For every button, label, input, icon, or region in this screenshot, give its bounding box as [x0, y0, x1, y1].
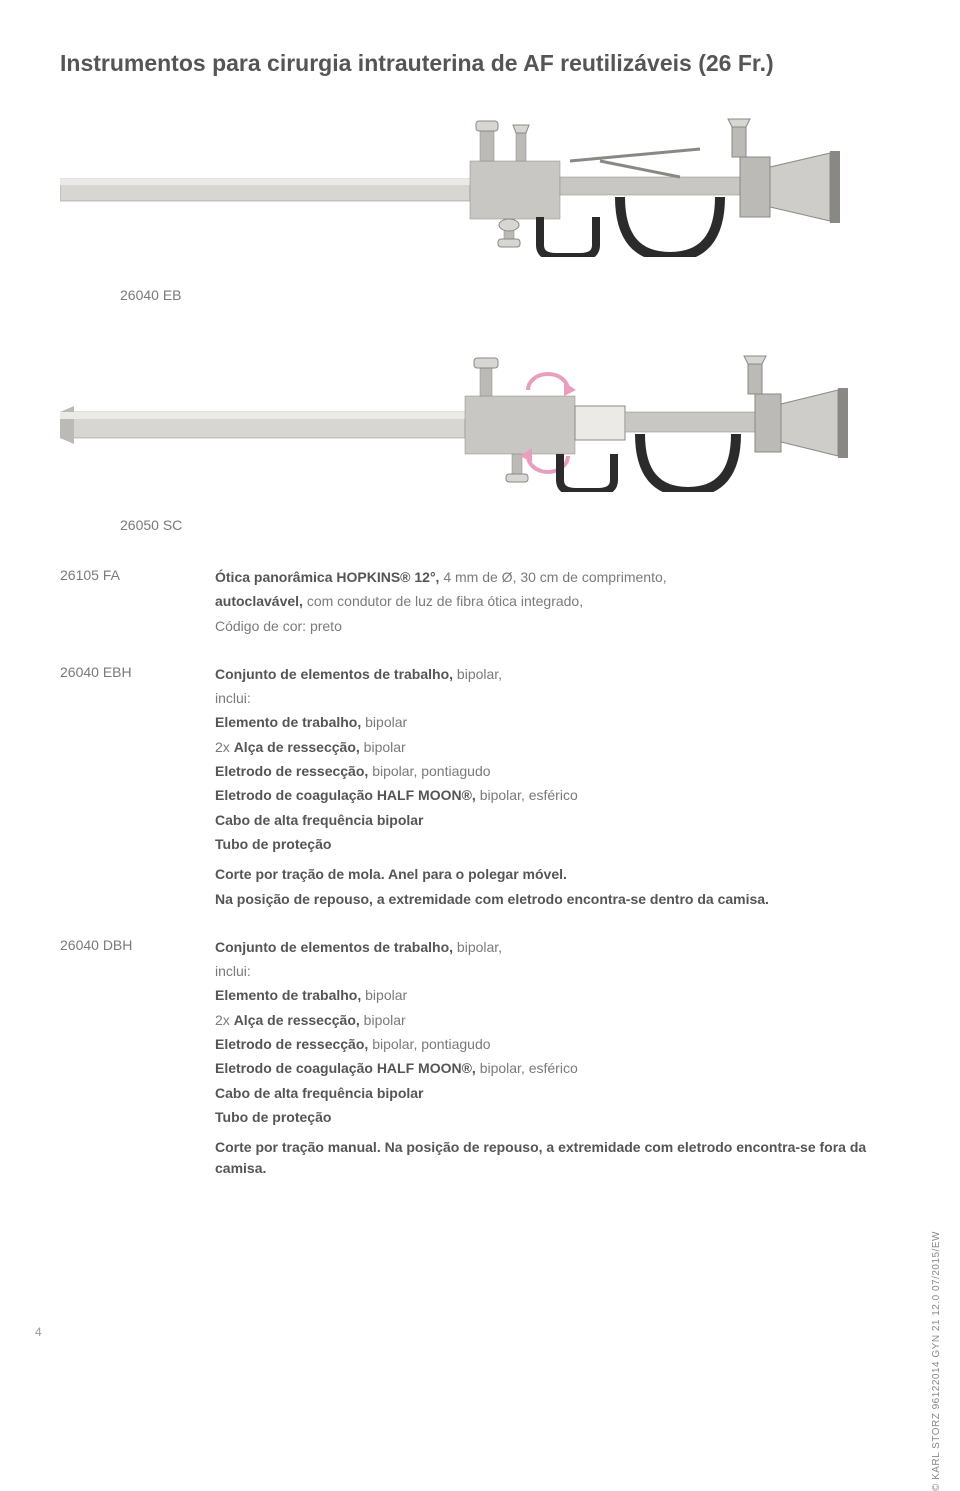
- spec-line-bold: Conjunto de elementos de trabalho,: [215, 939, 457, 955]
- spec-line: Ótica panorâmica HOPKINS® 12°, 4 mm de Ø…: [215, 567, 900, 587]
- spec-line: Tubo de proteção: [215, 834, 900, 854]
- spec-line-text: bipolar: [365, 714, 407, 730]
- spec-line: Tubo de proteção: [215, 1107, 900, 1127]
- spec-line: Eletrodo de ressecção, bipolar, pontiagu…: [215, 761, 900, 781]
- spec-line: Cabo de alta frequência bipolar: [215, 1083, 900, 1103]
- spec-line-text: bipolar, pontiagudo: [372, 1036, 490, 1052]
- spec-line: inclui:: [215, 688, 900, 708]
- spec-code: 26040 EBH: [60, 664, 215, 680]
- spec-line: 2x Alça de ressecção, bipolar: [215, 737, 900, 757]
- spec-line: 2x Alça de ressecção, bipolar: [215, 1010, 900, 1030]
- spec-line-bold: Ótica panorâmica HOPKINS® 12°,: [215, 569, 443, 585]
- spec-line-bold: Alça de ressecção,: [234, 739, 364, 755]
- page-title: Instrumentos para cirurgia intrauterina …: [60, 50, 900, 77]
- spec-line-text: 2x: [215, 1012, 234, 1028]
- spec-line-bold: Eletrodo de ressecção,: [215, 763, 372, 779]
- spec-line: Elemento de trabalho, bipolar: [215, 985, 900, 1005]
- spec-line-text: bipolar: [364, 1012, 406, 1028]
- spec-description: Ótica panorâmica HOPKINS® 12°, 4 mm de Ø…: [215, 567, 900, 640]
- spec-line: Cabo de alta frequência bipolar: [215, 810, 900, 830]
- image-label-top: 26040 EB: [120, 287, 182, 303]
- spec-line-bold: autoclavável,: [215, 593, 307, 609]
- spec-line-bold: Alça de ressecção,: [234, 1012, 364, 1028]
- spec-line-bold: Conjunto de elementos de trabalho,: [215, 666, 457, 682]
- spec-line-bold: Elemento de trabalho,: [215, 987, 365, 1003]
- spec-line: Eletrodo de coagulação HALF MOON®, bipol…: [215, 785, 900, 805]
- spec-list: 26105 FAÓtica panorâmica HOPKINS® 12°, 4…: [60, 567, 900, 1182]
- instrument-svg-top: [60, 117, 880, 257]
- spec-line-text: Código de cor: preto: [215, 618, 342, 634]
- copyright-text: © KARL STORZ 96122014 GYN 21 12.0 07/201…: [931, 1231, 942, 1491]
- spec-line-bold: Eletrodo de coagulação HALF MOON®,: [215, 1060, 480, 1076]
- spec-line-bold: Tubo de proteção: [215, 1109, 331, 1125]
- spec-trailer-bold: Na posição de repouso, a extremidade com…: [215, 891, 769, 907]
- spec-trailer-bold: Corte por tração manual. Na posição de r…: [215, 1139, 866, 1175]
- spec-line: Conjunto de elementos de trabalho, bipol…: [215, 664, 900, 684]
- spec-line-text: com condutor de luz de fibra ótica integ…: [307, 593, 583, 609]
- spec-line-bold: Tubo de proteção: [215, 836, 331, 852]
- spec-line-text: inclui:: [215, 690, 251, 706]
- instrument-top-image: [60, 117, 880, 257]
- spec-trailer-line: Corte por tração manual. Na posição de r…: [215, 1137, 900, 1178]
- spec-line-text: bipolar, pontiagudo: [372, 763, 490, 779]
- instrument-svg-bottom: [60, 352, 880, 492]
- spec-line-text: 2x: [215, 739, 234, 755]
- spec-line-bold: Cabo de alta frequência bipolar: [215, 1085, 424, 1101]
- spec-line-text: bipolar: [364, 739, 406, 755]
- spec-line-bold: Cabo de alta frequência bipolar: [215, 812, 424, 828]
- spec-line-text: bipolar: [365, 987, 407, 1003]
- spec-line-bold: Elemento de trabalho,: [215, 714, 365, 730]
- spec-line-bold: Eletrodo de ressecção,: [215, 1036, 372, 1052]
- product-images: 26040 EB: [60, 117, 900, 537]
- spec-line-text: bipolar, esférico: [480, 1060, 578, 1076]
- spec-code: 26105 FA: [60, 567, 215, 583]
- spec-row: 26105 FAÓtica panorâmica HOPKINS® 12°, 4…: [60, 567, 900, 640]
- spec-line-text: bipolar,: [457, 939, 502, 955]
- spec-code: 26040 DBH: [60, 937, 215, 953]
- page-number: 4: [35, 1325, 42, 1339]
- spec-line: Código de cor: preto: [215, 616, 900, 636]
- instrument-bottom-image: [60, 352, 880, 492]
- spec-line-text: bipolar, esférico: [480, 787, 578, 803]
- spec-trailer-line: Corte por tração de mola. Anel para o po…: [215, 864, 900, 884]
- spec-line-text: bipolar,: [457, 666, 502, 682]
- spec-line: Elemento de trabalho, bipolar: [215, 712, 900, 732]
- catalog-page: Instrumentos para cirurgia intrauterina …: [0, 0, 960, 1361]
- spec-line-bold: Eletrodo de coagulação HALF MOON®,: [215, 787, 480, 803]
- spec-line-text: 4 mm de Ø, 30 cm de comprimento,: [443, 569, 666, 585]
- spec-line-text: inclui:: [215, 963, 251, 979]
- spec-line: Eletrodo de ressecção, bipolar, pontiagu…: [215, 1034, 900, 1054]
- spec-row: 26040 EBHConjunto de elementos de trabal…: [60, 664, 900, 913]
- spec-description: Conjunto de elementos de trabalho, bipol…: [215, 664, 900, 913]
- spec-trailer-line: Na posição de repouso, a extremidade com…: [215, 889, 900, 909]
- spec-description: Conjunto de elementos de trabalho, bipol…: [215, 937, 900, 1182]
- spec-line: autoclavável, com condutor de luz de fib…: [215, 591, 900, 611]
- spec-row: 26040 DBHConjunto de elementos de trabal…: [60, 937, 900, 1182]
- spec-line: Eletrodo de coagulação HALF MOON®, bipol…: [215, 1058, 900, 1078]
- spec-line: Conjunto de elementos de trabalho, bipol…: [215, 937, 900, 957]
- spec-line: inclui:: [215, 961, 900, 981]
- spec-trailer-bold: Corte por tração de mola. Anel para o po…: [215, 866, 567, 882]
- image-label-bottom: 26050 SC: [120, 517, 182, 533]
